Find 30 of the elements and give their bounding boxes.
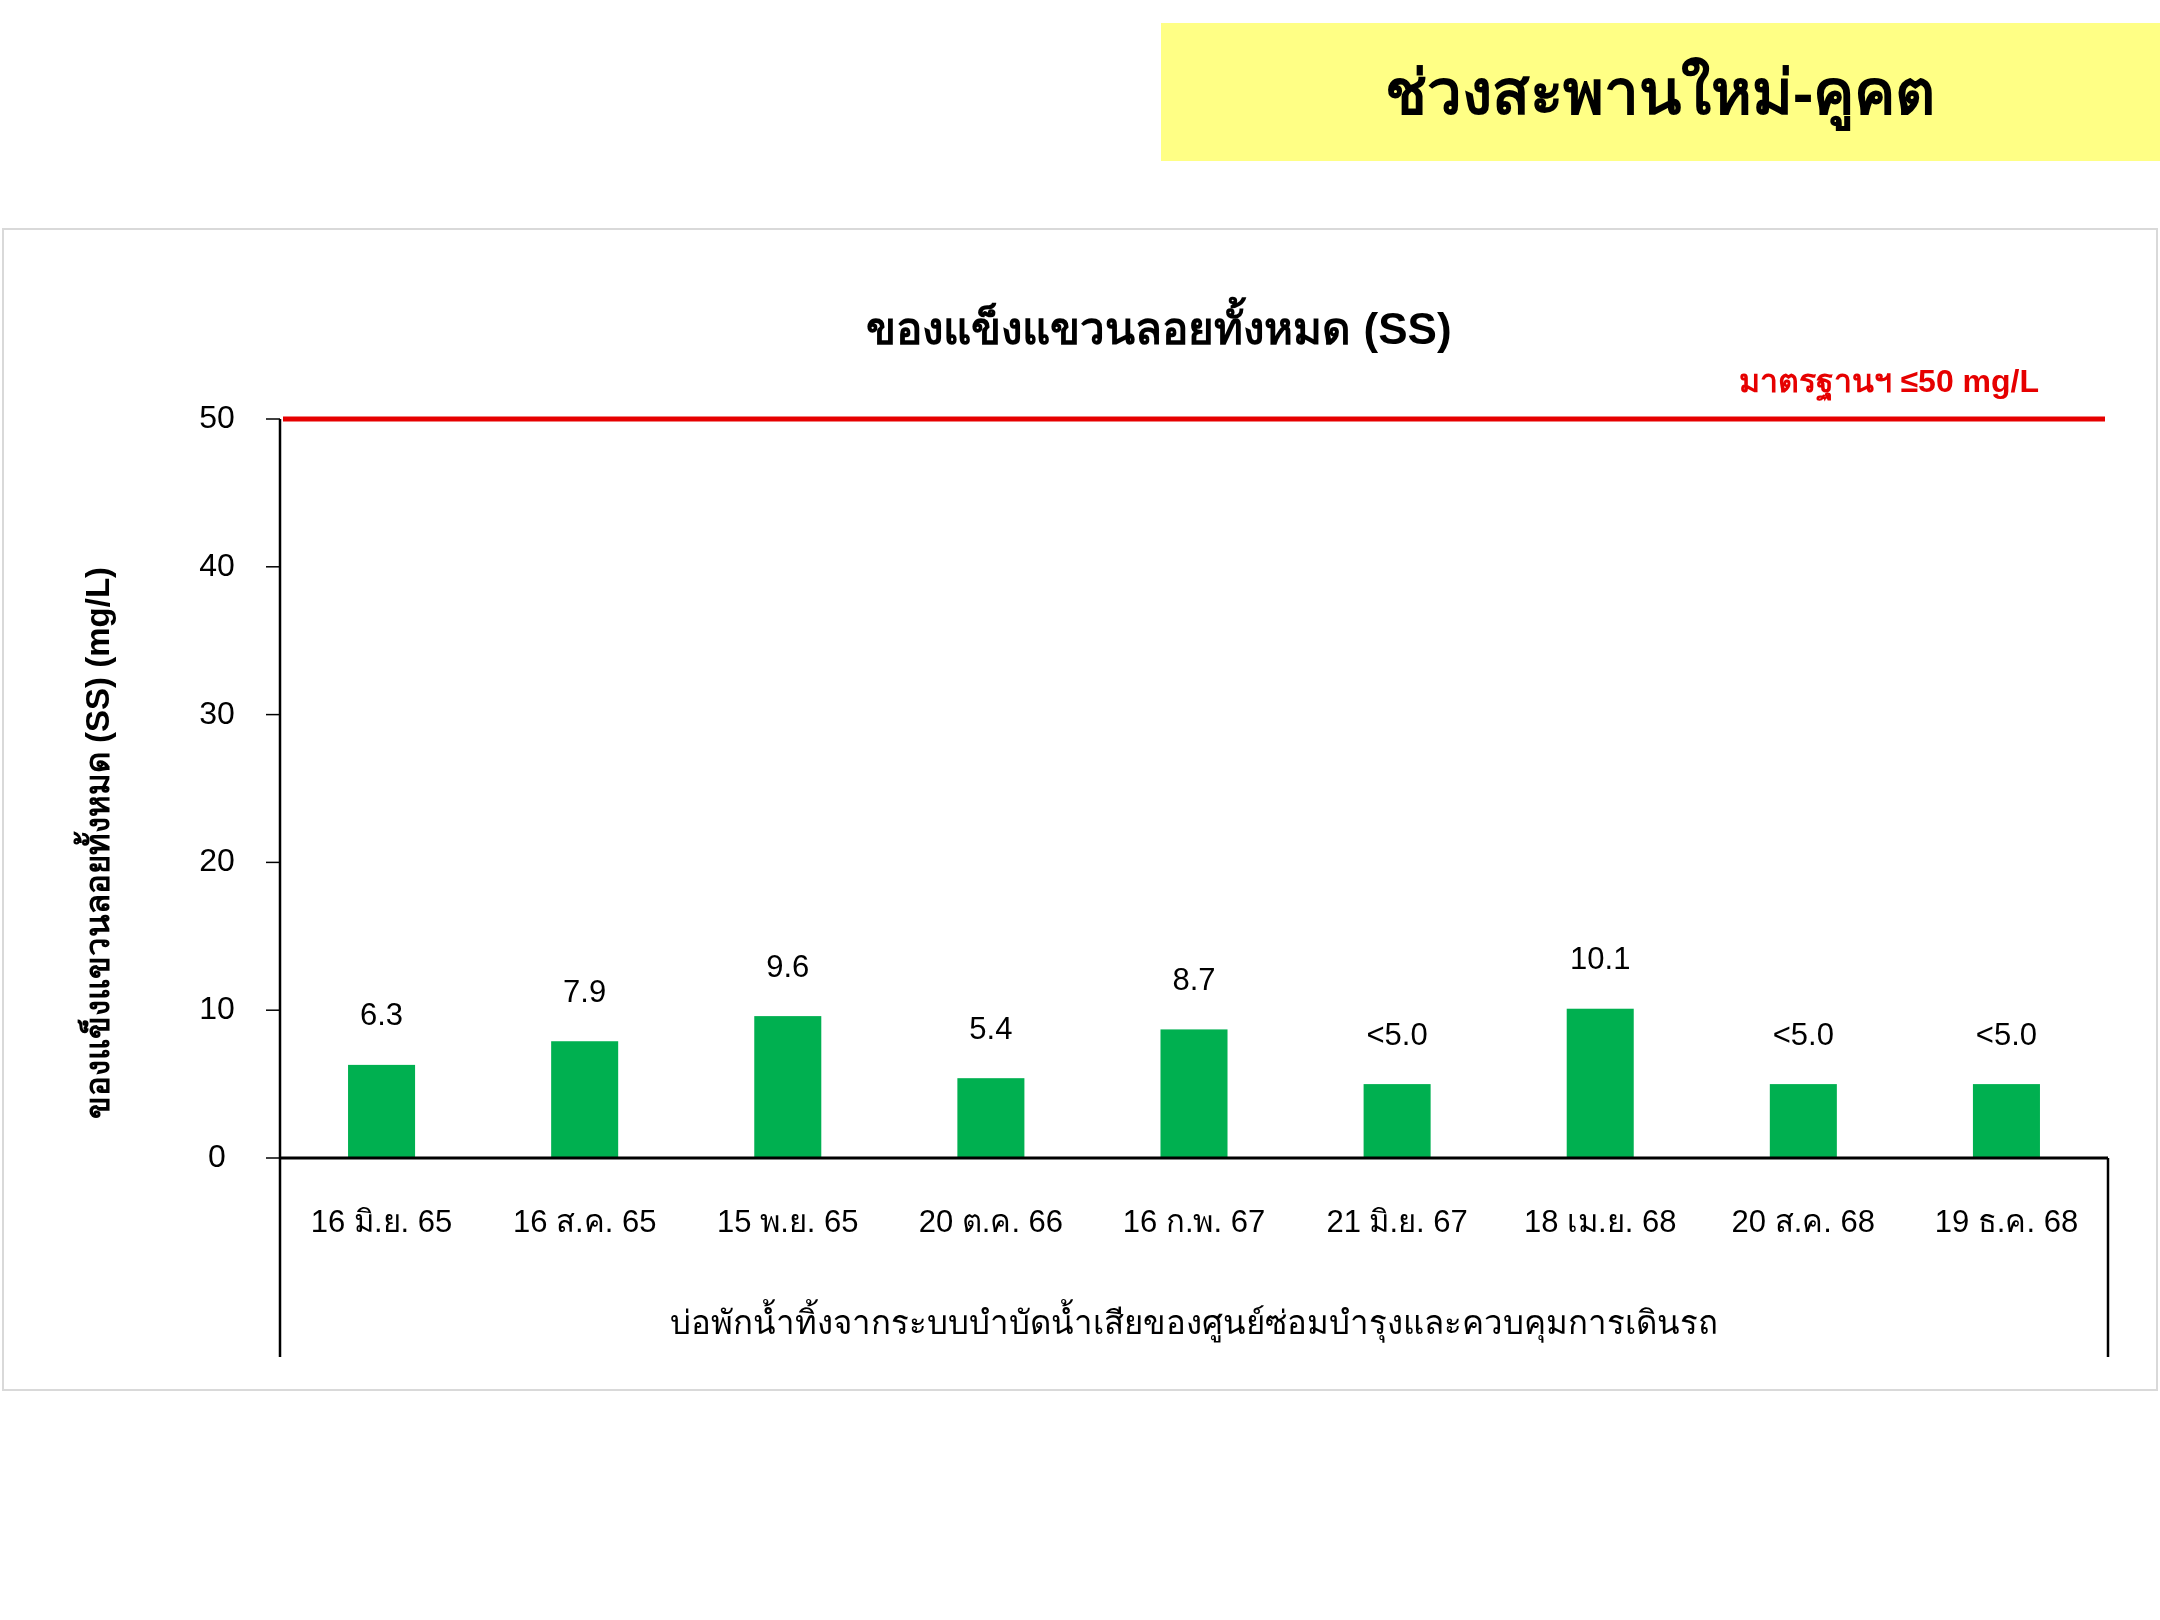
ref-line-label: มาตรฐานฯ ≤50 mg/L [1738,363,2039,402]
data-label: 5.4 [969,1010,1013,1046]
data-label: 8.7 [1172,961,1216,997]
chart-subtitle: ของแข็งแขวนลอยทั้งหมด (SS) [866,295,1452,353]
x-tick-label: 16 ส.ค. 65 [512,1203,657,1239]
data-label: 6.3 [360,997,404,1033]
data-label: <5.0 [1772,1016,1834,1052]
x-tick-label: 15 พ.ย. 65 [717,1203,859,1239]
x-tick-label: 20 ส.ค. 68 [1731,1203,1876,1239]
title-box: ช่วงสะพานใหม่-คูคต [1161,23,2160,161]
y-axis-title: ของแข็งแขวนลอยทั้งหมด (SS) (mg/L) [72,566,116,1120]
y-tick-label: 10 [199,990,235,1027]
data-label: 9.6 [766,948,810,984]
data-label: <5.0 [1975,1016,2038,1052]
x-tick-label: 19 ธ.ค. 68 [1934,1203,2079,1239]
x-axis-title: บ่อพักน้ำทิ้งจากระบบบำบัดน้ำเสียของศูนย์ซ่อมบำรุงและควบคุมการเดินรถ [670,1298,1718,1343]
chart-title: ช่วงสะพานใหม่-คูคต [1384,56,1936,131]
y-tick-label: 40 [199,546,235,583]
data-label: 10.1 [1570,941,1631,977]
y-tick-label: 0 [208,1138,226,1174]
x-tick-label: 16 ก.พ. 67 [1122,1203,1266,1239]
x-tick-label: 21 มิ.ย. 67 [1326,1203,1468,1239]
y-tick-label: 20 [199,842,235,879]
y-tick-label: 30 [199,694,235,731]
x-tick-label: 16 มิ.ย. 65 [310,1203,453,1239]
x-tick-label: 20 ต.ค. 66 [918,1203,1064,1239]
y-tick-label: 50 [199,399,235,435]
data-label: <5.0 [1366,1016,1428,1052]
x-tick-label: 18 เม.ย. 68 [1524,1203,1677,1239]
data-label: 7.9 [563,973,607,1009]
